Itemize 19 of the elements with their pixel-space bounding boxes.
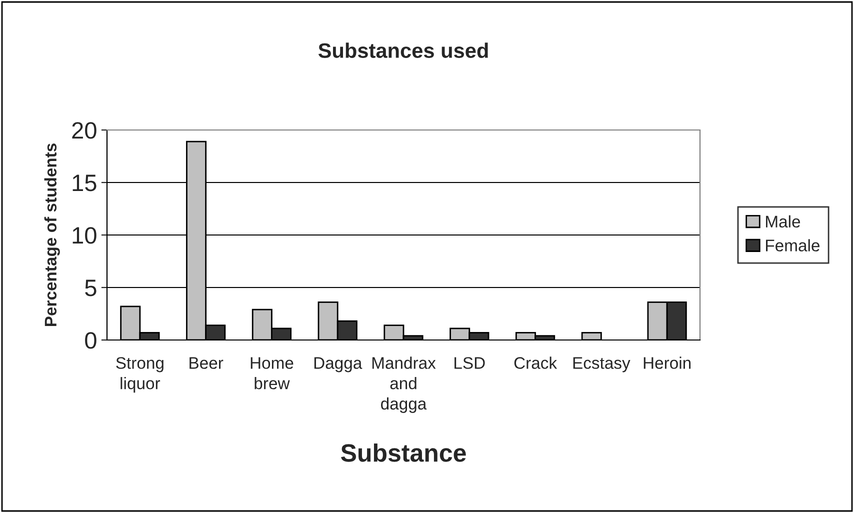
x-tick-label: Strong liquor	[116, 357, 164, 393]
x-tick-label: Dagga	[314, 357, 362, 372]
y-tick-label: 10	[72, 227, 96, 244]
x-tick-label: LSD	[454, 357, 485, 369]
x-tick-label: Mandrax and dagga	[372, 356, 436, 413]
x-tick-label: Heroin	[644, 356, 691, 369]
x-axis-title: Substance	[341, 443, 466, 462]
x-tick-label: Crack	[514, 356, 558, 369]
chart-title: Substances used	[318, 42, 488, 58]
y-axis-title: Percentage of students	[44, 144, 60, 326]
y-tick-label: 20	[72, 122, 96, 139]
y-tick-label: 15	[72, 174, 96, 192]
legend-label: Male	[766, 215, 800, 228]
y-tick-label: 5	[85, 280, 96, 296]
legend-label: Female	[766, 239, 820, 252]
x-tick-label: Ecstasy	[573, 357, 630, 372]
x-tick-label: Beer	[190, 357, 224, 369]
x-tick-label: Home brew	[250, 357, 294, 390]
y-tick-label: 0	[85, 332, 96, 349]
